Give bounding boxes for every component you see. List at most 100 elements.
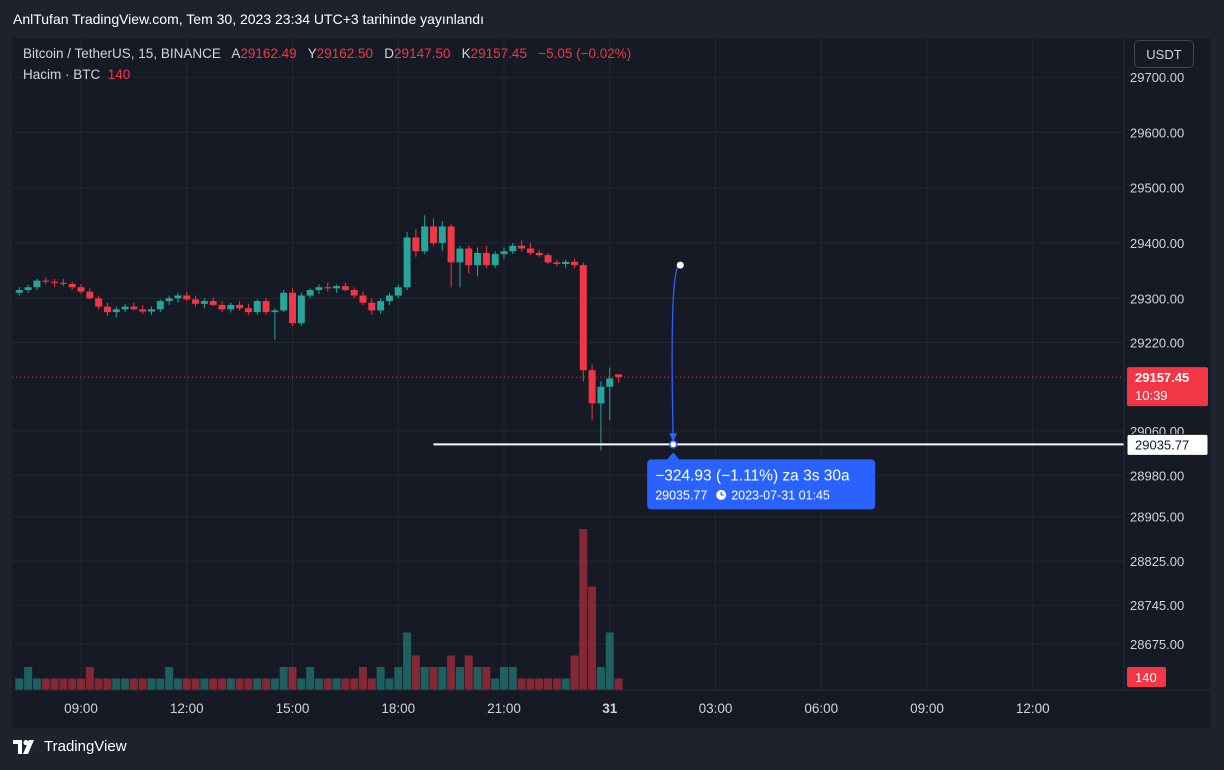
volume-bar — [367, 678, 376, 690]
measure-label-box — [647, 459, 876, 510]
chart-area[interactable]: −324.93 (−1.11%) za 3s 30a 29035.77 2023-0… — [12, 38, 1210, 728]
close-value: 29157.45 — [470, 46, 527, 61]
candle-body — [271, 310, 279, 313]
volume-label[interactable]: Hacim · BTC — [23, 67, 101, 82]
candle-body — [218, 304, 226, 310]
tradingview-logo[interactable]: TradingView — [13, 738, 127, 755]
y-tick-label: 28745.00 — [1130, 598, 1184, 613]
volume-bar — [173, 678, 182, 690]
candle-body — [200, 301, 208, 304]
volume-bar — [24, 667, 33, 690]
volume-bar — [77, 678, 85, 690]
volume-bar — [314, 678, 323, 690]
volume-bar — [500, 667, 508, 690]
volume-bar — [429, 667, 438, 690]
candle-body — [139, 309, 147, 312]
candle-body — [174, 295, 182, 299]
volume-bar — [403, 632, 412, 690]
volume-bar — [288, 667, 297, 690]
y-tick-label: 29700.00 — [1130, 70, 1184, 85]
volume-bar — [147, 678, 156, 690]
candle-body — [156, 301, 164, 310]
volume-bar — [605, 632, 614, 690]
measure-end-point — [668, 440, 678, 449]
open-label: A — [231, 46, 241, 61]
candle-body — [412, 237, 420, 252]
hline-price-label: 29035.77 — [1135, 437, 1189, 452]
volume-bar — [359, 667, 367, 690]
candle-body — [86, 291, 94, 299]
candle-body — [15, 290, 23, 293]
y-tick-label: 29600.00 — [1130, 125, 1184, 140]
volume-bar — [68, 678, 77, 690]
symbol-label[interactable]: Bitcoin / TetherUS, 15, BINANCE — [23, 46, 221, 61]
candle-body — [24, 287, 32, 291]
candle-body — [526, 248, 534, 253]
volume-bar — [517, 678, 526, 690]
volume-bar — [385, 678, 394, 690]
volume-bar — [32, 678, 41, 690]
candle-body — [377, 301, 385, 311]
candle-body — [227, 304, 235, 310]
volume-bar — [235, 678, 244, 690]
candle-body — [77, 287, 85, 292]
y-tick-label: 29400.00 — [1130, 236, 1184, 251]
high-label: Y — [307, 46, 317, 61]
currency-button[interactable]: USDT — [1134, 40, 1194, 68]
volume-bar — [182, 678, 191, 690]
volume-value: 140 — [107, 67, 131, 82]
x-tick-label: 09:00 — [64, 701, 98, 716]
volume-bar — [209, 678, 218, 690]
measure-arc — [671, 264, 681, 442]
candle-body — [165, 298, 173, 302]
clock-hands-icon — [720, 491, 724, 496]
candle-body — [350, 290, 358, 296]
brand-name: TradingView — [44, 738, 127, 755]
y-tick-label: 28980.00 — [1130, 468, 1184, 483]
volume-bar — [279, 667, 288, 690]
volume-legend: Hacim · BTC 140 — [23, 67, 130, 82]
candle-body — [579, 265, 587, 371]
volume-bar — [570, 655, 579, 690]
candle-body — [59, 282, 67, 284]
volume-bar — [579, 529, 588, 690]
volume-bar — [200, 678, 209, 690]
candle-body — [482, 252, 490, 266]
volume-bar — [544, 678, 553, 690]
volume-bar — [350, 678, 359, 690]
volume-tag — [1127, 667, 1166, 687]
candle-body — [341, 286, 349, 291]
volume-bar — [59, 678, 68, 690]
candle-body — [500, 251, 508, 255]
price-chart[interactable]: −324.93 (−1.11%) za 3s 30a 29035.77 2023-0… — [12, 38, 1210, 728]
candle-body — [262, 301, 270, 313]
volume-bar — [129, 678, 138, 690]
candle-body — [562, 261, 570, 265]
y-tick-label: 28825.00 — [1130, 554, 1184, 569]
volume-bar — [306, 667, 315, 690]
x-tick-label: 09:00 — [910, 701, 944, 716]
candle-body — [244, 308, 252, 313]
candle-body — [553, 262, 561, 265]
publication-title: AnlTufan TradingView.com, Tem 30, 2023 2… — [13, 11, 484, 27]
candle-body — [130, 306, 138, 310]
x-tick-label: 21:00 — [487, 701, 521, 716]
volume-bar — [341, 678, 350, 690]
x-tick-label: 18:00 — [381, 701, 415, 716]
volume-bar — [85, 667, 94, 690]
candle-body — [535, 252, 543, 256]
volume-bar — [50, 678, 59, 690]
volume-bar — [508, 667, 517, 690]
candle-body — [509, 245, 517, 252]
volume-bar — [323, 678, 332, 690]
countdown-label: 10:39 — [1135, 388, 1168, 403]
candle-body — [192, 299, 200, 304]
candle-body — [95, 298, 103, 307]
volume-bar — [482, 667, 491, 690]
candle-body — [588, 370, 596, 404]
volume-bar — [420, 667, 429, 690]
volume-bar — [15, 678, 24, 690]
open-value: 29162.49 — [240, 46, 297, 61]
volume-bar — [526, 678, 535, 690]
volume-bar — [614, 678, 623, 690]
